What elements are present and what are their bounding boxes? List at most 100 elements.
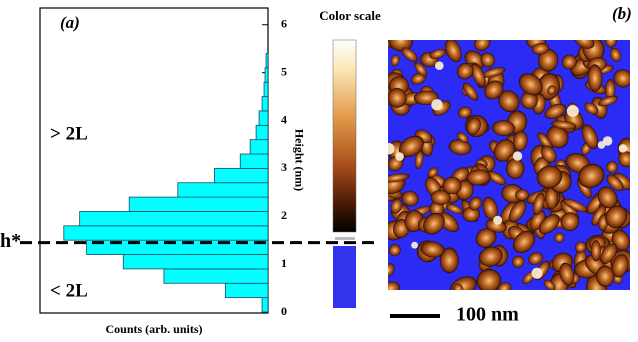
grain-peak: [512, 151, 523, 161]
grain: [611, 254, 629, 278]
grain-peak: [618, 144, 628, 153]
annotation: < 2L: [50, 280, 88, 301]
grain-peak: [566, 105, 579, 118]
grain: [581, 124, 599, 150]
grain: [486, 170, 507, 185]
grain: [466, 169, 491, 186]
grain: [538, 48, 559, 72]
grain: [573, 40, 595, 49]
grain: [541, 145, 557, 163]
grain: [512, 255, 525, 268]
grain: [390, 54, 400, 67]
grain-peak: [602, 136, 613, 146]
color-scale-title: Color scale: [319, 8, 381, 23]
grain: [596, 265, 615, 287]
grain: [606, 174, 624, 192]
grain: [591, 205, 606, 226]
grain: [618, 151, 630, 168]
y-tick-label: 4: [281, 112, 287, 126]
grain: [457, 106, 472, 119]
grain: [537, 132, 553, 150]
grain: [430, 189, 451, 206]
bar: [249, 139, 269, 155]
grain: [551, 120, 577, 130]
reference-label: h*: [0, 230, 21, 252]
color-scale: [332, 39, 357, 233]
grain: [498, 90, 520, 113]
grain: [604, 40, 618, 48]
grain: [481, 67, 506, 78]
grain: [482, 196, 498, 221]
grain: [388, 263, 395, 278]
grain: [445, 203, 464, 215]
y-tick-label: 0: [281, 304, 287, 318]
grain: [613, 172, 630, 190]
grain: [456, 132, 469, 143]
grain: [587, 64, 603, 92]
grain: [591, 240, 601, 262]
bar: [122, 254, 269, 270]
grain: [476, 269, 502, 290]
grain: [470, 63, 486, 87]
annotation: > 2L: [50, 123, 88, 144]
bar: [263, 81, 269, 97]
grain: [450, 276, 477, 290]
grain: [427, 167, 439, 178]
bar: [258, 110, 269, 126]
grain: [480, 52, 495, 68]
bar: [63, 225, 269, 241]
grain-peak: [431, 99, 443, 111]
grain: [512, 230, 536, 254]
grain: [401, 47, 418, 62]
grain: [497, 282, 512, 290]
grain: [429, 48, 446, 59]
grain-peak: [597, 141, 606, 149]
grain: [388, 173, 410, 183]
panel-label: (b): [612, 4, 632, 23]
grain: [546, 125, 569, 149]
grain: [388, 88, 407, 108]
grain: [414, 62, 428, 77]
grain: [598, 95, 618, 107]
bar: [255, 124, 269, 141]
y-axis-label: Height (nm): [292, 129, 306, 191]
grain: [584, 102, 599, 115]
grain: [478, 246, 503, 267]
grain: [484, 80, 504, 100]
grain: [442, 176, 462, 195]
grain: [468, 196, 482, 211]
grain: [605, 79, 616, 101]
grain: [532, 192, 545, 216]
grain: [538, 214, 560, 235]
grain: [518, 73, 543, 96]
grain: [547, 85, 557, 96]
panel-label: (a): [60, 13, 80, 32]
grain: [554, 232, 565, 243]
grain: [456, 62, 474, 80]
grain: [613, 69, 630, 88]
grain: [575, 241, 587, 253]
grain: [543, 279, 556, 290]
grain: [388, 244, 401, 257]
grain: [606, 161, 618, 174]
grain: [453, 283, 464, 290]
bar: [224, 282, 269, 299]
grain-peak: [388, 142, 395, 155]
grain: [561, 54, 577, 70]
grain: [448, 139, 472, 155]
grain: [474, 40, 491, 51]
y-tick-label: 1: [281, 256, 287, 270]
grain: [531, 42, 550, 55]
afm-image: [388, 40, 630, 290]
bar: [79, 211, 269, 227]
bar: [177, 182, 269, 198]
y-tick-label: 2: [281, 208, 287, 222]
bar: [261, 96, 269, 112]
grain: [414, 150, 424, 170]
grain: [506, 158, 525, 179]
grain: [600, 243, 618, 265]
grain: [559, 262, 575, 286]
x-axis-label: Counts (arb. units): [105, 322, 202, 336]
